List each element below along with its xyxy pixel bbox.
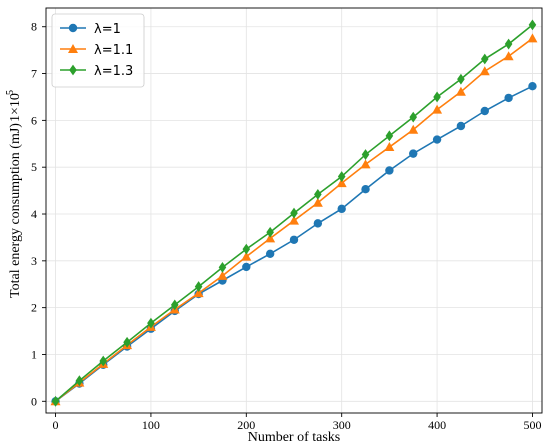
legend-item: λ=1.1 <box>60 43 133 58</box>
data-point <box>361 184 370 194</box>
x-tick-label: 500 <box>523 418 541 432</box>
data-point <box>266 226 274 238</box>
data-point <box>433 91 441 103</box>
x-tick-label: 100 <box>142 418 160 432</box>
data-point <box>218 261 227 273</box>
data-point <box>265 233 276 243</box>
legend-item: λ=1.3 <box>60 64 133 79</box>
x-tick-label: 0 <box>53 418 59 432</box>
x-axis-label: Number of tasks <box>248 430 341 445</box>
data-point <box>455 86 466 96</box>
data-point <box>312 197 323 207</box>
data-point <box>241 251 252 261</box>
data-point <box>432 135 442 144</box>
data-point <box>361 149 370 160</box>
data-point <box>99 355 108 367</box>
y-tick-label: 2 <box>31 301 37 315</box>
data-point <box>290 207 298 219</box>
data-point <box>265 249 275 259</box>
data-point <box>313 219 323 228</box>
data-point <box>432 104 443 114</box>
data-point <box>289 215 299 225</box>
data-point <box>409 149 418 158</box>
data-point <box>289 235 299 244</box>
data-point <box>336 178 347 188</box>
data-point <box>528 19 537 31</box>
data-point <box>504 38 513 50</box>
legend-label: λ=1 <box>94 22 121 37</box>
data-point <box>314 188 322 200</box>
data-point <box>337 171 346 182</box>
data-point <box>194 281 203 292</box>
data-point <box>193 288 204 298</box>
grid <box>46 8 542 413</box>
y-tick-label: 0 <box>31 394 37 408</box>
data-point <box>75 375 84 387</box>
data-point <box>456 121 466 131</box>
data-point <box>408 124 419 134</box>
data-point <box>385 166 394 175</box>
data-point <box>51 395 60 407</box>
data-point <box>337 204 346 214</box>
plot-frame <box>45 7 543 414</box>
axis-scale-label: 1×10 5 <box>5 90 23 122</box>
x-tick-label: 200 <box>237 418 255 432</box>
data-point <box>242 262 251 272</box>
legend-marker <box>68 44 78 53</box>
legend-marker <box>69 64 77 76</box>
data-point <box>504 93 513 103</box>
legend-label: λ=1.3 <box>94 64 133 79</box>
legend: λ=1 λ=1.1 λ=1.3 <box>51 13 145 88</box>
data-point <box>479 66 490 76</box>
data-point <box>409 111 418 123</box>
data-point <box>217 270 228 280</box>
scale-base: 1×10 <box>8 93 23 122</box>
legend-item: λ=1 <box>60 22 121 37</box>
data-point <box>457 73 465 85</box>
data-point <box>385 130 394 142</box>
data-point <box>123 336 131 348</box>
data-point <box>480 53 489 65</box>
data-point <box>147 317 155 329</box>
data-point <box>528 81 537 91</box>
data-point <box>384 142 395 152</box>
x-tick-label: 400 <box>428 418 446 432</box>
y-tick-label: 3 <box>31 254 37 268</box>
y-tick-label: 5 <box>31 160 37 174</box>
series-layer <box>50 19 538 407</box>
data-point <box>242 243 251 255</box>
x-tick-label: 300 <box>333 418 351 432</box>
data-point <box>503 51 514 61</box>
scale-exponent: 5 <box>5 90 16 95</box>
y-tick-label: 7 <box>31 67 37 81</box>
y-tick-label: 6 <box>31 113 37 127</box>
y-tick-label: 4 <box>31 207 37 221</box>
y-tick-label: 8 <box>31 20 37 34</box>
data-point <box>360 159 371 169</box>
data-point <box>170 299 179 311</box>
legend-label: λ=1.1 <box>94 43 133 58</box>
series-3 <box>51 19 537 407</box>
y-axis-label: Total energy consumption (mJ) <box>8 123 23 298</box>
data-point <box>527 33 538 43</box>
ticks-layer: 0 100 200 300 400 500 0 1 2 3 4 5 6 7 8 <box>31 20 541 432</box>
series-1 <box>51 81 537 406</box>
data-point <box>480 106 489 116</box>
y-tick-label: 1 <box>31 347 37 361</box>
legend-marker <box>68 23 78 33</box>
